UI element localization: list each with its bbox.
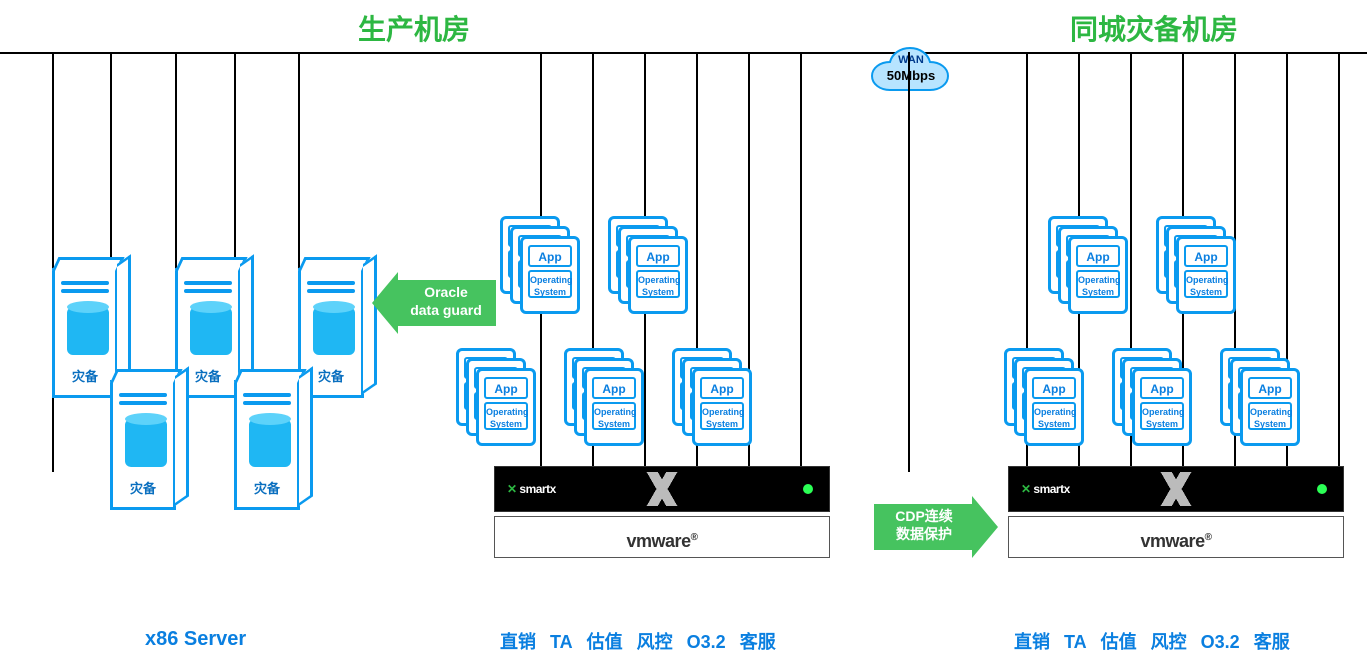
tag: 估值 xyxy=(1101,632,1137,652)
arrow-cdp: CDP连续数据保护 xyxy=(874,504,974,550)
bus-drop xyxy=(1338,52,1340,472)
os-label: OperatingSystem xyxy=(484,402,528,430)
tag: 客服 xyxy=(1254,632,1290,652)
arrow-label: CDP连续数据保护 xyxy=(874,504,974,547)
x86-label: x86 Server xyxy=(145,628,246,651)
app-label: App xyxy=(1184,245,1228,267)
rack-led xyxy=(803,484,813,494)
os-label: OperatingSystem xyxy=(528,270,572,298)
wan-cloud: WAN 50Mbps xyxy=(868,46,954,107)
bus-drop xyxy=(800,52,802,472)
vm-card: App OperatingSystem xyxy=(1176,236,1236,314)
app-label: App xyxy=(528,245,572,267)
vm-stack: App OperatingSystem xyxy=(1112,348,1192,444)
smartx-rack: ✕ smartx xyxy=(494,466,830,512)
vm-stack: App OperatingSystem xyxy=(1156,216,1236,312)
vmware-bar: vmware® xyxy=(1008,516,1344,558)
app-label: App xyxy=(1076,245,1120,267)
vm-stack: App OperatingSystem xyxy=(500,216,580,312)
os-label: OperatingSystem xyxy=(1184,270,1228,298)
dr-server: 灾备 xyxy=(52,268,118,398)
tag: O3.2 xyxy=(687,632,726,652)
top-bus xyxy=(0,52,1367,54)
tag: 直销 xyxy=(500,632,536,652)
tag: O3.2 xyxy=(1201,632,1240,652)
dr-server: 灾备 xyxy=(110,380,176,510)
vm-card: App OperatingSystem xyxy=(476,368,536,446)
arrow-label: Oracledata guard xyxy=(396,280,496,323)
app-label: App xyxy=(700,377,744,399)
tag: 风控 xyxy=(637,632,673,652)
tag: 估值 xyxy=(587,632,623,652)
arrow-oracle-dataguard: Oracledata guard xyxy=(396,280,496,326)
dr-server: 灾备 xyxy=(234,380,300,510)
cloud-bandwidth: 50Mbps xyxy=(868,68,954,83)
os-label: OperatingSystem xyxy=(592,402,636,430)
os-label: OperatingSystem xyxy=(1076,270,1120,298)
tag: 直销 xyxy=(1014,632,1050,652)
workload-tags: 直销 TA 估值风控 O3.2 客服 xyxy=(500,628,790,654)
vm-card: App OperatingSystem xyxy=(1068,236,1128,314)
server-label: 灾备 xyxy=(113,478,173,497)
app-label: App xyxy=(484,377,528,399)
vm-stack: App OperatingSystem xyxy=(456,348,536,444)
rack-logo: ✕ smartx xyxy=(507,482,556,496)
workload-tags: 直销 TA 估值风控 O3.2 客服 xyxy=(1014,628,1304,654)
vm-stack: App OperatingSystem xyxy=(608,216,688,312)
app-label: App xyxy=(1140,377,1184,399)
vm-card: App OperatingSystem xyxy=(1240,368,1300,446)
tag: TA xyxy=(550,632,573,652)
smartx-rack: ✕ smartx xyxy=(1008,466,1344,512)
title-production: 生产机房 xyxy=(358,8,470,48)
vm-stack: App OperatingSystem xyxy=(672,348,752,444)
tag: TA xyxy=(1064,632,1087,652)
bus-drop xyxy=(908,52,910,472)
os-label: OperatingSystem xyxy=(700,402,744,430)
vm-card: App OperatingSystem xyxy=(1132,368,1192,446)
bus-drop xyxy=(52,52,54,472)
vm-stack: App OperatingSystem xyxy=(1004,348,1084,444)
vm-card: App OperatingSystem xyxy=(520,236,580,314)
vm-stack: App OperatingSystem xyxy=(1220,348,1300,444)
os-label: OperatingSystem xyxy=(1140,402,1184,430)
rack-led xyxy=(1317,484,1327,494)
title-dr: 同城灾备机房 xyxy=(1070,8,1238,48)
app-label: App xyxy=(636,245,680,267)
vm-stack: App OperatingSystem xyxy=(1048,216,1128,312)
os-label: OperatingSystem xyxy=(636,270,680,298)
app-label: App xyxy=(1032,377,1076,399)
vm-card: App OperatingSystem xyxy=(692,368,752,446)
tag: 风控 xyxy=(1151,632,1187,652)
app-label: App xyxy=(1248,377,1292,399)
os-label: OperatingSystem xyxy=(1032,402,1076,430)
server-label: 灾备 xyxy=(55,366,115,385)
vm-stack: App OperatingSystem xyxy=(564,348,644,444)
vm-card: App OperatingSystem xyxy=(1024,368,1084,446)
tag: 客服 xyxy=(740,632,776,652)
server-label: 灾备 xyxy=(237,478,297,497)
rack-logo: ✕ smartx xyxy=(1021,482,1070,496)
app-label: App xyxy=(592,377,636,399)
os-label: OperatingSystem xyxy=(1248,402,1292,430)
vmware-bar: vmware® xyxy=(494,516,830,558)
vm-card: App OperatingSystem xyxy=(628,236,688,314)
cloud-wan-label: WAN xyxy=(868,54,954,66)
vm-card: App OperatingSystem xyxy=(584,368,644,446)
